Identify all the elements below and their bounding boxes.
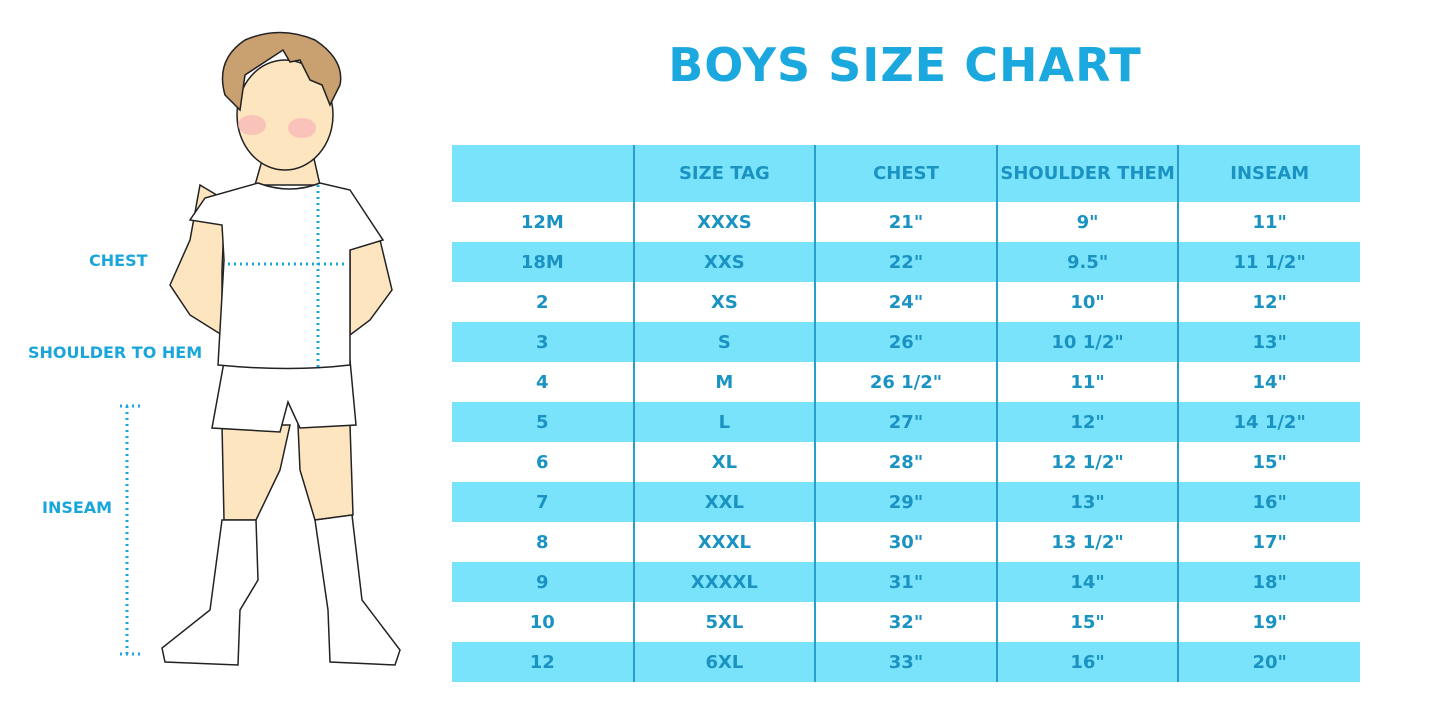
table-cell: XS: [632, 282, 816, 322]
table-cell: 14": [995, 562, 1179, 602]
table-cell: XL: [632, 442, 816, 482]
table-cell: 26": [814, 322, 997, 362]
table-cell: 29": [814, 482, 997, 522]
table-cell: 13": [995, 482, 1179, 522]
table-cell: XXL: [632, 482, 816, 522]
table-cell: 13": [1177, 322, 1360, 362]
page-title: BOYS SIZE CHART: [668, 38, 1142, 92]
table-cell: 8: [536, 531, 549, 553]
table-cell: 12: [452, 642, 634, 682]
table-cell: 31": [814, 562, 997, 602]
table-cell: 2: [536, 291, 549, 313]
size-table: SIZE TAG CHEST SHOULDER THEM INSEAM 12M X…: [452, 145, 1360, 682]
table-cell: 5: [452, 402, 634, 442]
table-cell: 11": [995, 362, 1179, 402]
table-cell: 9": [995, 202, 1179, 242]
table-cell: 9: [452, 562, 634, 602]
table-row: 9 XXXXL 31" 14" 18": [452, 562, 1360, 602]
table-cell: 5XL: [632, 602, 816, 642]
header-cell: [452, 145, 634, 202]
table-cell: L: [632, 402, 816, 442]
table-cell: 12": [1177, 282, 1360, 322]
table-cell: 21": [814, 202, 997, 242]
shoulder-to-hem-label: SHOULDER TO HEM: [28, 343, 203, 362]
table-row: 12M XXXS 21" 9" 11": [452, 202, 1360, 242]
table-row: 4 M 26 1/2" 11" 14": [452, 362, 1360, 402]
table-cell: 33": [814, 642, 997, 682]
table-cell: 20": [1177, 642, 1360, 682]
table-row: 2 XS 24" 10" 12": [452, 282, 1360, 322]
table-cell: 19": [1177, 602, 1360, 642]
table-cell: XXXXL: [632, 562, 816, 602]
chest-label: CHEST: [89, 251, 148, 270]
header-cell: SHOULDER THEM: [995, 145, 1179, 202]
table-cell: S: [632, 322, 816, 362]
table-cell: 10: [529, 611, 555, 633]
table-cell: 14 1/2": [1177, 402, 1360, 442]
table-row: 10 5XL 32" 15" 19": [452, 602, 1360, 642]
table-row: 18M XXS 22" 9.5" 11 1/2": [452, 242, 1360, 282]
table-cell: 15": [995, 602, 1179, 642]
table-cell: 22": [814, 242, 997, 282]
table-cell: XXXS: [632, 202, 816, 242]
table-cell: 11 1/2": [1177, 242, 1360, 282]
table-header-row: SIZE TAG CHEST SHOULDER THEM INSEAM: [452, 145, 1360, 202]
table-cell: 17": [1177, 522, 1360, 562]
table-cell: 12M: [520, 211, 564, 233]
table-cell: 16": [995, 642, 1179, 682]
table-row: 5 L 27" 12" 14 1/2": [452, 402, 1360, 442]
table-cell: 4: [536, 371, 549, 393]
table-cell: 18": [1177, 562, 1360, 602]
table-cell: 24": [814, 282, 997, 322]
header-cell: SIZE TAG: [632, 145, 816, 202]
table-row: 8 XXXL 30" 13 1/2" 17": [452, 522, 1360, 562]
table-cell: 7: [452, 482, 634, 522]
table-cell: 26 1/2": [814, 362, 997, 402]
table-cell: 13 1/2": [995, 522, 1179, 562]
table-cell: 18M: [452, 242, 634, 282]
header-cell: INSEAM: [1177, 145, 1360, 202]
table-cell: M: [632, 362, 816, 402]
table-cell: 12 1/2": [995, 442, 1179, 482]
inseam-label: INSEAM: [42, 498, 113, 517]
table-cell: XXS: [632, 242, 816, 282]
table-cell: 6: [536, 451, 549, 473]
table-cell: 16": [1177, 482, 1360, 522]
header-cell: CHEST: [814, 145, 997, 202]
table-row: 7 XXL 29" 13" 16": [452, 482, 1360, 522]
table-cell: 15": [1177, 442, 1360, 482]
table-cell: 30": [814, 522, 997, 562]
table-row: 6 XL 28" 12 1/2" 15": [452, 442, 1360, 482]
table-cell: 14": [1177, 362, 1360, 402]
table-cell: XXXL: [632, 522, 816, 562]
table-row: 12 6XL 33" 16" 20": [452, 642, 1360, 682]
table-row: 3 S 26" 10 1/2" 13": [452, 322, 1360, 362]
boy-measurement-illustration: [120, 31, 401, 666]
table-cell: 27": [814, 402, 997, 442]
table-cell: 10": [995, 282, 1179, 322]
table-cell: 6XL: [632, 642, 816, 682]
table-cell: 32": [814, 602, 997, 642]
table-cell: 10 1/2": [995, 322, 1179, 362]
table-cell: 3: [452, 322, 634, 362]
table-cell: 9.5": [995, 242, 1179, 282]
table-cell: 12": [995, 402, 1179, 442]
table-cell: 28": [814, 442, 997, 482]
table-cell: 11": [1177, 202, 1360, 242]
